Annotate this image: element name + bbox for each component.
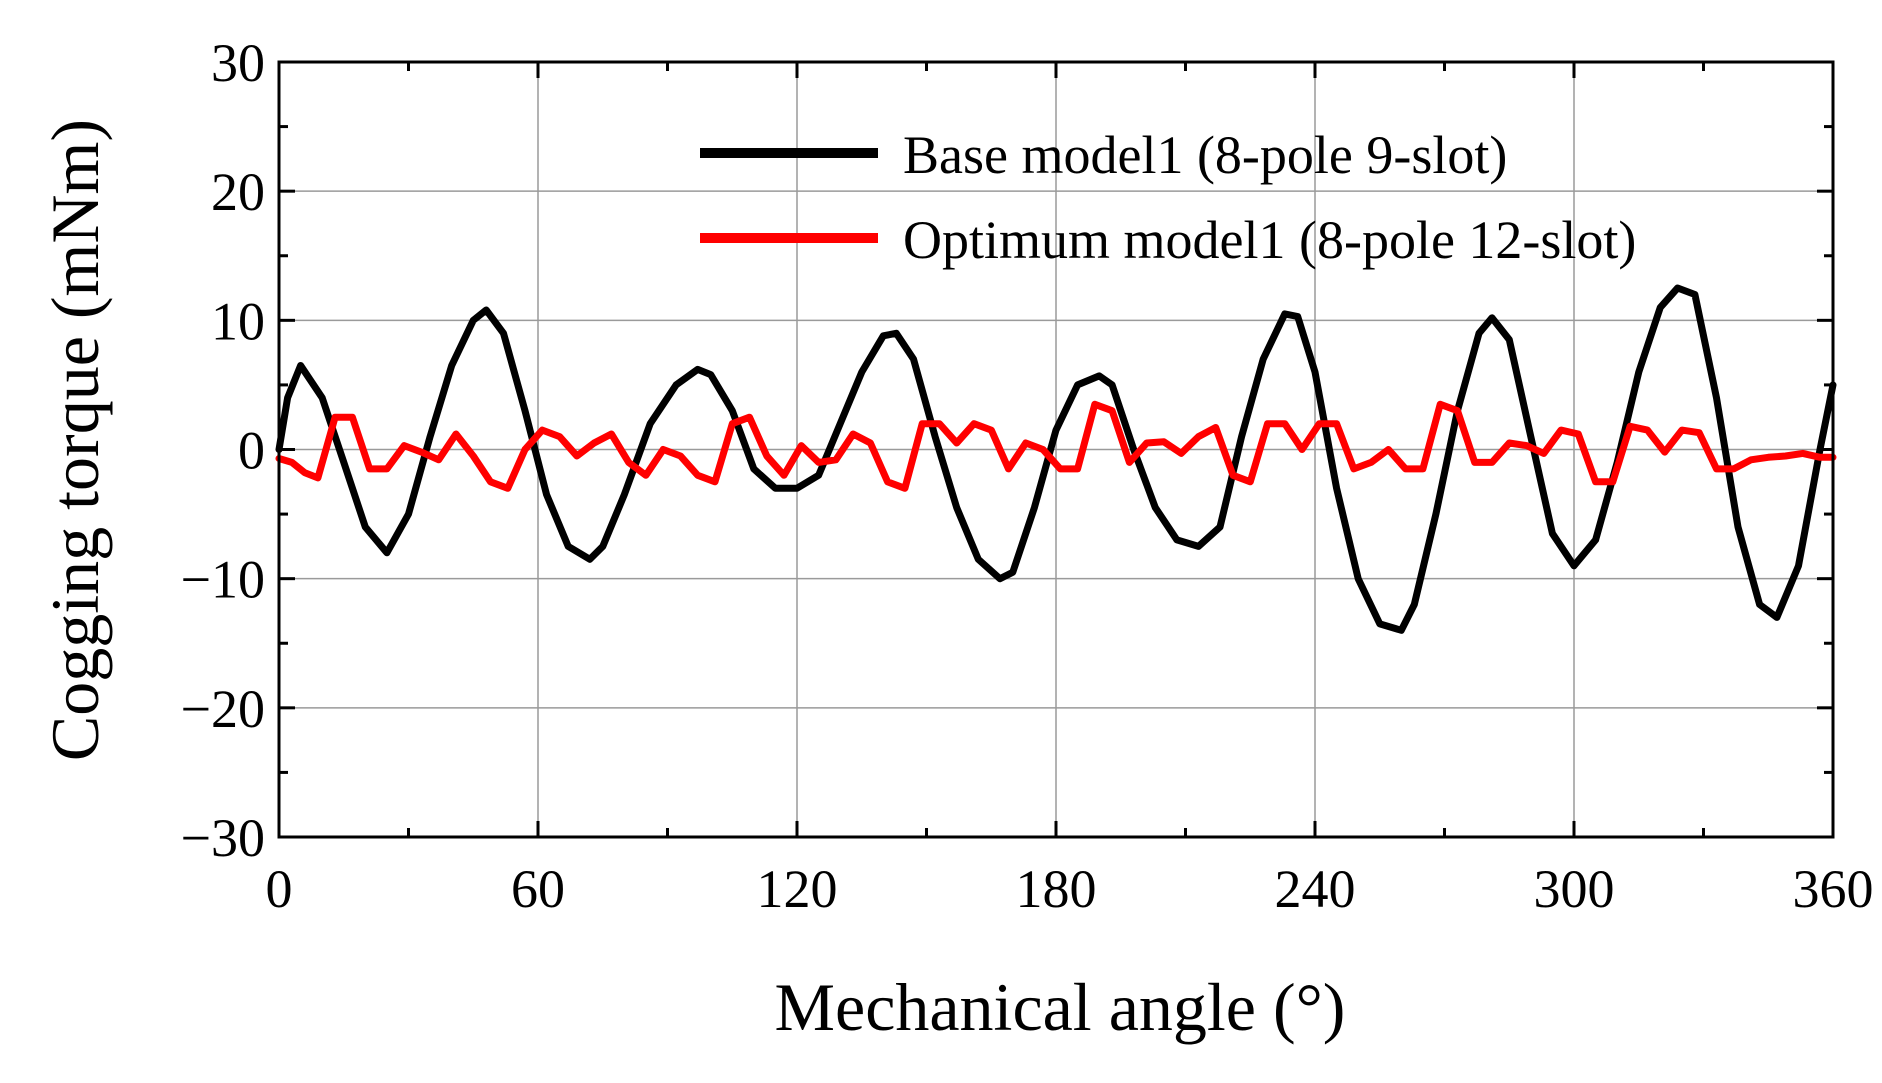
y-tick-label: 20: [211, 162, 265, 222]
y-tick-label: −10: [181, 550, 265, 610]
x-tick-label: 180: [1016, 859, 1097, 919]
series-line-0: [275, 284, 1837, 634]
x-tick-label: 120: [757, 859, 838, 919]
x-axis-title: Mechanical angle (°): [775, 969, 1346, 1045]
tick-labels: 0 60 120 180 240 300 360 30 20 10 0 −10 −20 −30: [181, 33, 1874, 919]
x-tick-label: 300: [1534, 859, 1615, 919]
x-tick-label: 360: [1793, 859, 1874, 919]
y-axis-title: Cogging torque (mNm): [37, 119, 113, 761]
y-tick-label: −20: [181, 679, 265, 739]
series-line-1: [275, 400, 1837, 492]
x-tick-label: 240: [1275, 859, 1356, 919]
x-tick-label: 60: [511, 859, 565, 919]
y-tick-label: 0: [238, 421, 265, 481]
y-tick-label: −30: [181, 808, 265, 868]
legend-label-optimum-model: Optimum model1 (8-pole 12-slot): [903, 210, 1636, 270]
series-group: [275, 284, 1837, 634]
x-tick-label: 0: [266, 859, 293, 919]
y-tick-label: 10: [211, 291, 265, 351]
legend: Base model1 (8-pole 9-slot) Optimum mode…: [700, 125, 1636, 270]
legend-label-base-model: Base model1 (8-pole 9-slot): [903, 125, 1507, 185]
y-tick-label: 30: [211, 33, 265, 93]
grid: [279, 62, 1833, 837]
ticks: [277, 60, 1835, 839]
